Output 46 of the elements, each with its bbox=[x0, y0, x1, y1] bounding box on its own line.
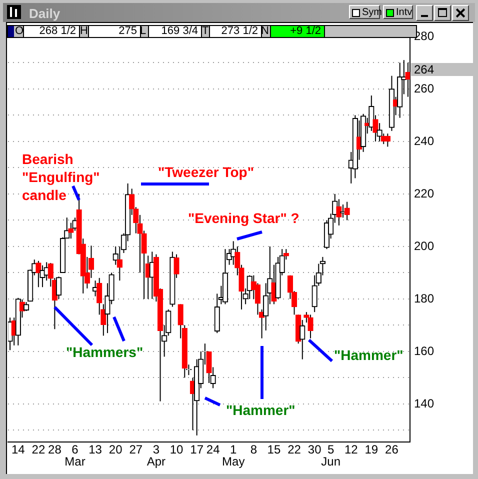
annotation: "Hammer" bbox=[334, 346, 404, 364]
annotation: L bbox=[140, 25, 146, 37]
x-tick-label: 12 bbox=[344, 442, 358, 456]
x-tick-label: 6 Mar bbox=[64, 442, 86, 468]
y-tick-label: 140 bbox=[414, 396, 434, 410]
x-tick-label: 26 bbox=[385, 442, 399, 456]
x-tick-label: 30 bbox=[308, 442, 322, 456]
x-tick-label: 20 bbox=[108, 442, 123, 456]
y-tick-label: 200 bbox=[414, 238, 434, 253]
x-tick-label: 22 bbox=[288, 442, 302, 456]
annotation: 169 3/4 bbox=[148, 25, 202, 37]
x-tick-label: 5 Jun bbox=[321, 442, 340, 468]
annotation: T bbox=[202, 25, 209, 37]
x-tick-label: 17 bbox=[190, 442, 204, 456]
x-tick-label: 22 bbox=[32, 442, 46, 456]
x-tick-label: 19 bbox=[364, 442, 378, 456]
x-tick-label: 13 bbox=[88, 442, 102, 456]
y-tick-label: 260 bbox=[414, 81, 434, 96]
annotation: "Hammer" bbox=[226, 401, 296, 419]
annotation: "Tweezer Top" bbox=[158, 163, 254, 181]
y-tick-label: 180 bbox=[414, 291, 434, 306]
annotation: "Hammers" bbox=[66, 343, 144, 361]
x-tick-label: 1 May bbox=[222, 442, 245, 468]
x-tick-label: 28 bbox=[48, 442, 62, 456]
annotation: Bearish "Engulfing" candle bbox=[22, 150, 100, 204]
annotation: 273 1/2 bbox=[209, 25, 262, 37]
annotation: "Evening Star" ? bbox=[188, 209, 300, 227]
x-tick-label: 15 bbox=[267, 442, 281, 456]
y-tick-label: 220 bbox=[414, 186, 434, 200]
x-tick-label: 8 bbox=[250, 442, 258, 456]
annotation: +9 1/2 bbox=[270, 25, 325, 37]
x-tick-label: 27 bbox=[129, 442, 143, 456]
chart-title: Daily bbox=[29, 6, 60, 21]
annotation: 268 1/2 bbox=[23, 25, 80, 37]
x-tick-label: 10 bbox=[170, 442, 184, 456]
y-tick-label: 160 bbox=[414, 344, 434, 358]
x-tick-label: 14 bbox=[11, 442, 26, 456]
x-tick-label: 24 bbox=[206, 442, 220, 456]
annotation: O bbox=[15, 25, 24, 37]
annotation: N bbox=[261, 25, 269, 37]
annotation: H bbox=[80, 25, 88, 37]
y-tick-label: 240 bbox=[414, 134, 434, 148]
text: Intv bbox=[383, 5, 413, 19]
x-tick-label: 3 Apr bbox=[146, 442, 166, 468]
text: 264 bbox=[414, 62, 434, 76]
annotation: 275 bbox=[88, 25, 141, 37]
